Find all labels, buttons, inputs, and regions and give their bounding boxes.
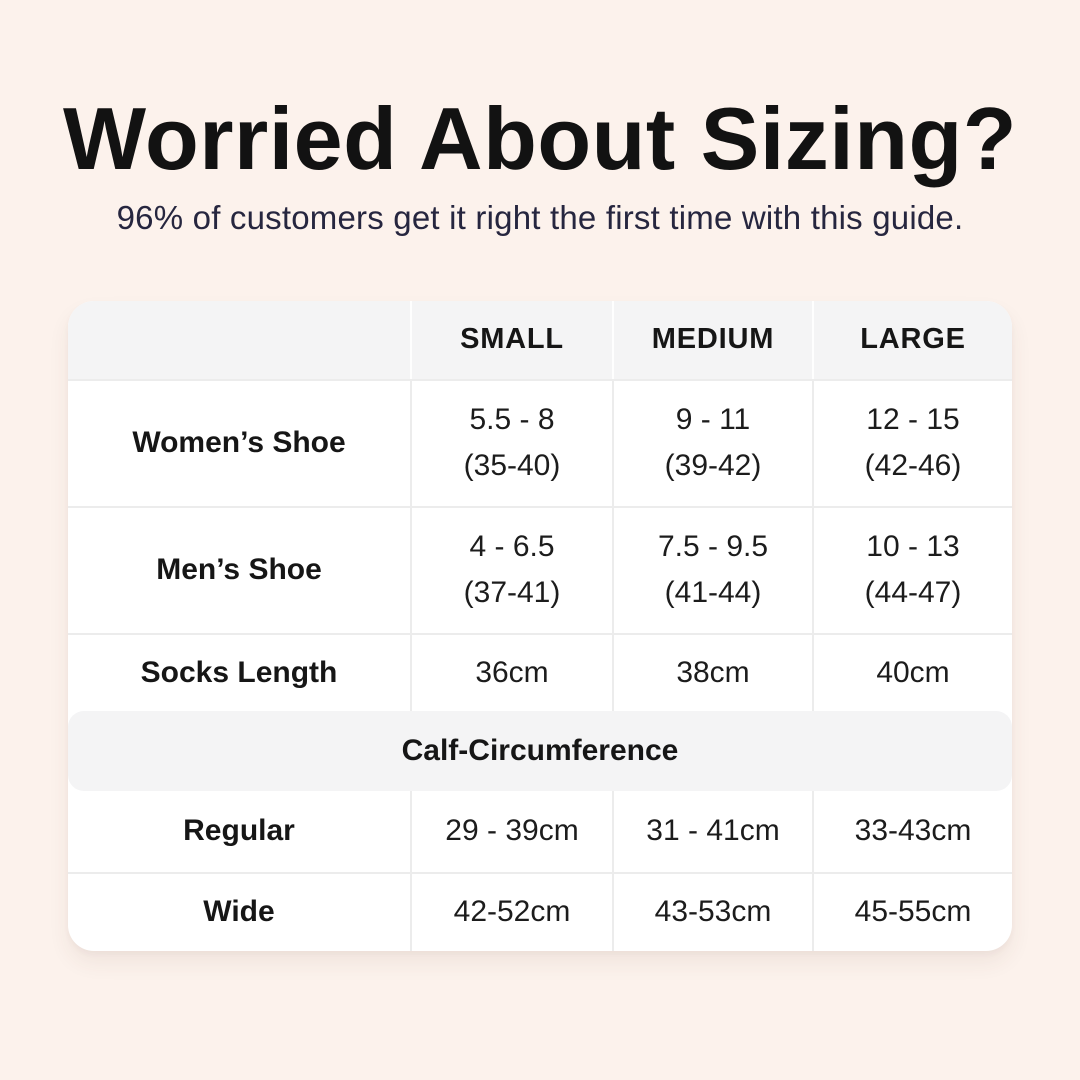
table-cell: 12 - 15 (42-46) xyxy=(812,380,1012,506)
table-cell: 4 - 6.5 (37-41) xyxy=(410,507,612,633)
cell-value-eu: (35-40) xyxy=(463,449,561,483)
cell-value-eu: (44-47) xyxy=(864,576,962,610)
cell-value: 9 - 11 xyxy=(675,403,751,437)
row-label: Men’s Shoe xyxy=(156,553,322,587)
section-header-label: Calf-Circumference xyxy=(401,733,679,767)
cell-value: 33-43cm xyxy=(854,814,972,848)
table-cell: 7.5 - 9.5 (41-44) xyxy=(612,507,812,633)
table-row-socks-length: Socks Length 36cm 38cm 40cm xyxy=(68,632,1012,711)
row-label: Regular xyxy=(183,814,295,848)
table-cell: 10 - 13 (44-47) xyxy=(812,507,1012,633)
cell-value: 4 - 6.5 xyxy=(469,530,555,564)
table-cell: 33-43cm xyxy=(812,790,1012,872)
table-header-row: SMALL MEDIUM LARGE xyxy=(68,300,1012,379)
row-label: Socks Length xyxy=(140,655,338,689)
row-label: Women’s Shoe xyxy=(132,426,346,460)
cell-value: 45-55cm xyxy=(854,895,972,929)
table-cell: 31 - 41cm xyxy=(612,790,812,872)
table-cell: 29 - 39cm xyxy=(410,790,612,872)
cell-value-eu: (39-42) xyxy=(664,449,762,483)
table-cell: 42-52cm xyxy=(410,873,612,951)
size-guide-table: SMALL MEDIUM LARGE Women’s Shoe 5.5 - 8 … xyxy=(68,300,1012,951)
cell-value: 42-52cm xyxy=(453,895,571,929)
table-row-regular: Regular 29 - 39cm 31 - 41cm 33-43cm xyxy=(68,790,1012,872)
table-cell: 5.5 - 8 (35-40) xyxy=(410,380,612,506)
cell-value: 7.5 - 9.5 xyxy=(657,530,769,564)
table-cell: 38cm xyxy=(612,634,812,711)
table-row-womens-shoe: Women’s Shoe 5.5 - 8 (35-40) 9 - 11 (39-… xyxy=(68,378,1012,506)
cell-value-eu: (41-44) xyxy=(664,576,762,610)
table-cell: 43-53cm xyxy=(612,873,812,951)
column-header-blank xyxy=(68,301,410,379)
table-cell: 9 - 11 (39-42) xyxy=(612,380,812,506)
cell-value: 38cm xyxy=(676,655,750,689)
page-title: Worried About Sizing? xyxy=(63,89,1017,188)
table-cell: 40cm xyxy=(812,634,1012,711)
cell-value-eu: (37-41) xyxy=(463,576,561,610)
column-header-large: LARGE xyxy=(812,300,1012,379)
column-header-small: SMALL xyxy=(410,300,612,379)
cell-value: 12 - 15 xyxy=(866,403,960,437)
table-row-mens-shoe: Men’s Shoe 4 - 6.5 (37-41) 7.5 - 9.5 (41… xyxy=(68,505,1012,633)
page-content: Worried About Sizing? 96% of customers g… xyxy=(63,89,1017,951)
cell-value: 43-53cm xyxy=(654,895,772,929)
table-cell: 45-55cm xyxy=(812,873,1012,951)
cell-value: 36cm xyxy=(475,655,549,689)
calf-circumference-section-header: Calf-Circumference xyxy=(68,710,1012,791)
page-subtitle: 96% of customers get it right the first … xyxy=(116,198,964,236)
cell-value-eu: (42-46) xyxy=(864,449,962,483)
cell-value: 40cm xyxy=(876,655,950,689)
cell-value: 5.5 - 8 xyxy=(469,403,555,437)
row-label: Wide xyxy=(203,895,275,929)
cell-value: 31 - 41cm xyxy=(646,814,780,848)
cell-value: 29 - 39cm xyxy=(445,814,579,848)
table-cell: 36cm xyxy=(410,634,612,711)
table-row-wide: Wide 42-52cm 43-53cm 45-55cm xyxy=(68,871,1012,951)
cell-value: 10 - 13 xyxy=(866,530,960,564)
column-header-medium: MEDIUM xyxy=(612,300,812,379)
